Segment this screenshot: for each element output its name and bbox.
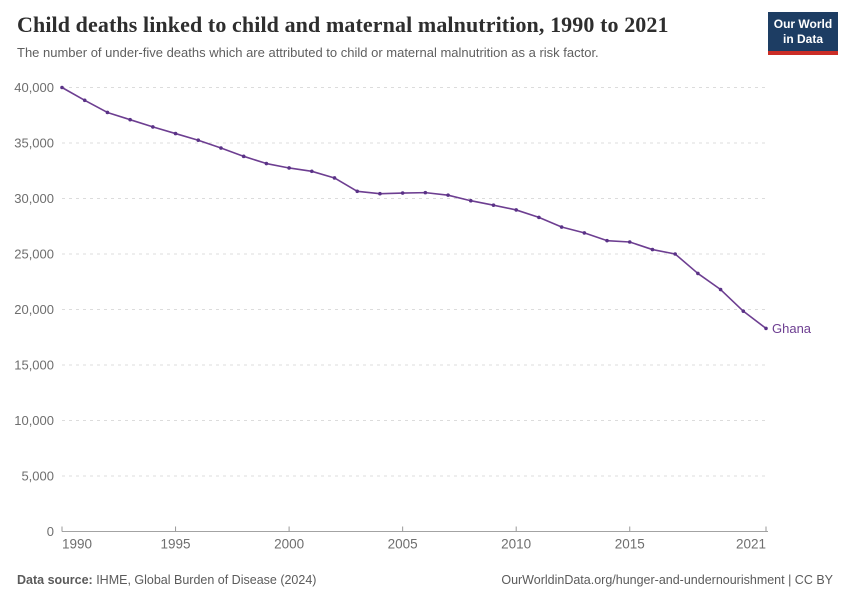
data-point [310,169,314,174]
footer-source: Data source: IHME, Global Burden of Dise… [17,573,316,587]
data-point [764,326,768,331]
footer-source-text: IHME, Global Burden of Disease (2024) [92,573,317,587]
data-point [151,125,155,129]
data-point [241,154,246,159]
data-point [718,287,723,292]
data-point [491,203,496,207]
x-tick-label: 1990 [62,537,92,552]
data-point [219,146,223,150]
data-point [400,191,405,195]
data-point [60,85,64,90]
chart-svg: 0 5,000 10,000 15,000 20,000 25,000 30,000 35,0… [14,80,812,552]
data-point [514,208,518,212]
x-tick-label: 2021 [736,537,766,552]
data-point [446,193,450,197]
owid-logo-line2: in Data [782,32,823,46]
x-tick-label: 2010 [501,537,531,552]
data-point [627,240,632,244]
x-tick-label: 2000 [274,537,304,552]
data-point [559,225,564,229]
data-point [173,131,178,136]
data-point [82,98,87,103]
data-point [264,161,269,166]
data-line [61,86,767,330]
y-tick-label: 40,000 [14,80,54,95]
owid-logo: Our World in Data [768,12,838,55]
data-point [423,190,428,195]
x-tick-label: 2005 [388,537,418,552]
data-point [605,238,609,243]
y-tick-label: 20,000 [14,302,54,317]
data-point [332,176,337,180]
y-tick-label: 0 [47,524,54,539]
data-point [468,198,473,203]
y-tick-label: 15,000 [14,358,54,373]
y-tick-label: 5,000 [21,469,54,484]
data-point [378,191,382,196]
chart-footer: Data source: IHME, Global Burden of Dise… [17,573,833,587]
data-point [582,231,587,235]
data-point [128,117,132,122]
owid-logo-line1: Our World [773,17,833,31]
data-point [696,271,700,276]
y-tick-label: 25,000 [14,247,54,262]
footer-source-label: Data source: [17,573,93,587]
data-point [355,189,360,194]
data-point [741,309,746,313]
data-point [537,215,541,220]
y-tick-label: 35,000 [14,136,54,151]
series-end-label: Ghana [772,321,812,336]
y-tick-label: 10,000 [14,413,54,428]
data-point [287,166,291,170]
data-point [196,138,201,143]
y-tick-label: 30,000 [14,191,54,206]
x-tick-label: 2015 [615,537,645,552]
data-point [105,110,110,115]
data-point [673,252,677,256]
chart-header: Child deaths linked to child and materna… [17,12,750,62]
chart-title: Child deaths linked to child and materna… [17,12,669,37]
chart-subtitle: The number of under-five deaths which ar… [17,45,599,61]
x-tick-label: 1995 [161,537,191,552]
data-point [650,247,655,252]
footer-credit-link[interactable]: OurWorldinData.org/hunger-and-undernouri… [501,573,833,587]
